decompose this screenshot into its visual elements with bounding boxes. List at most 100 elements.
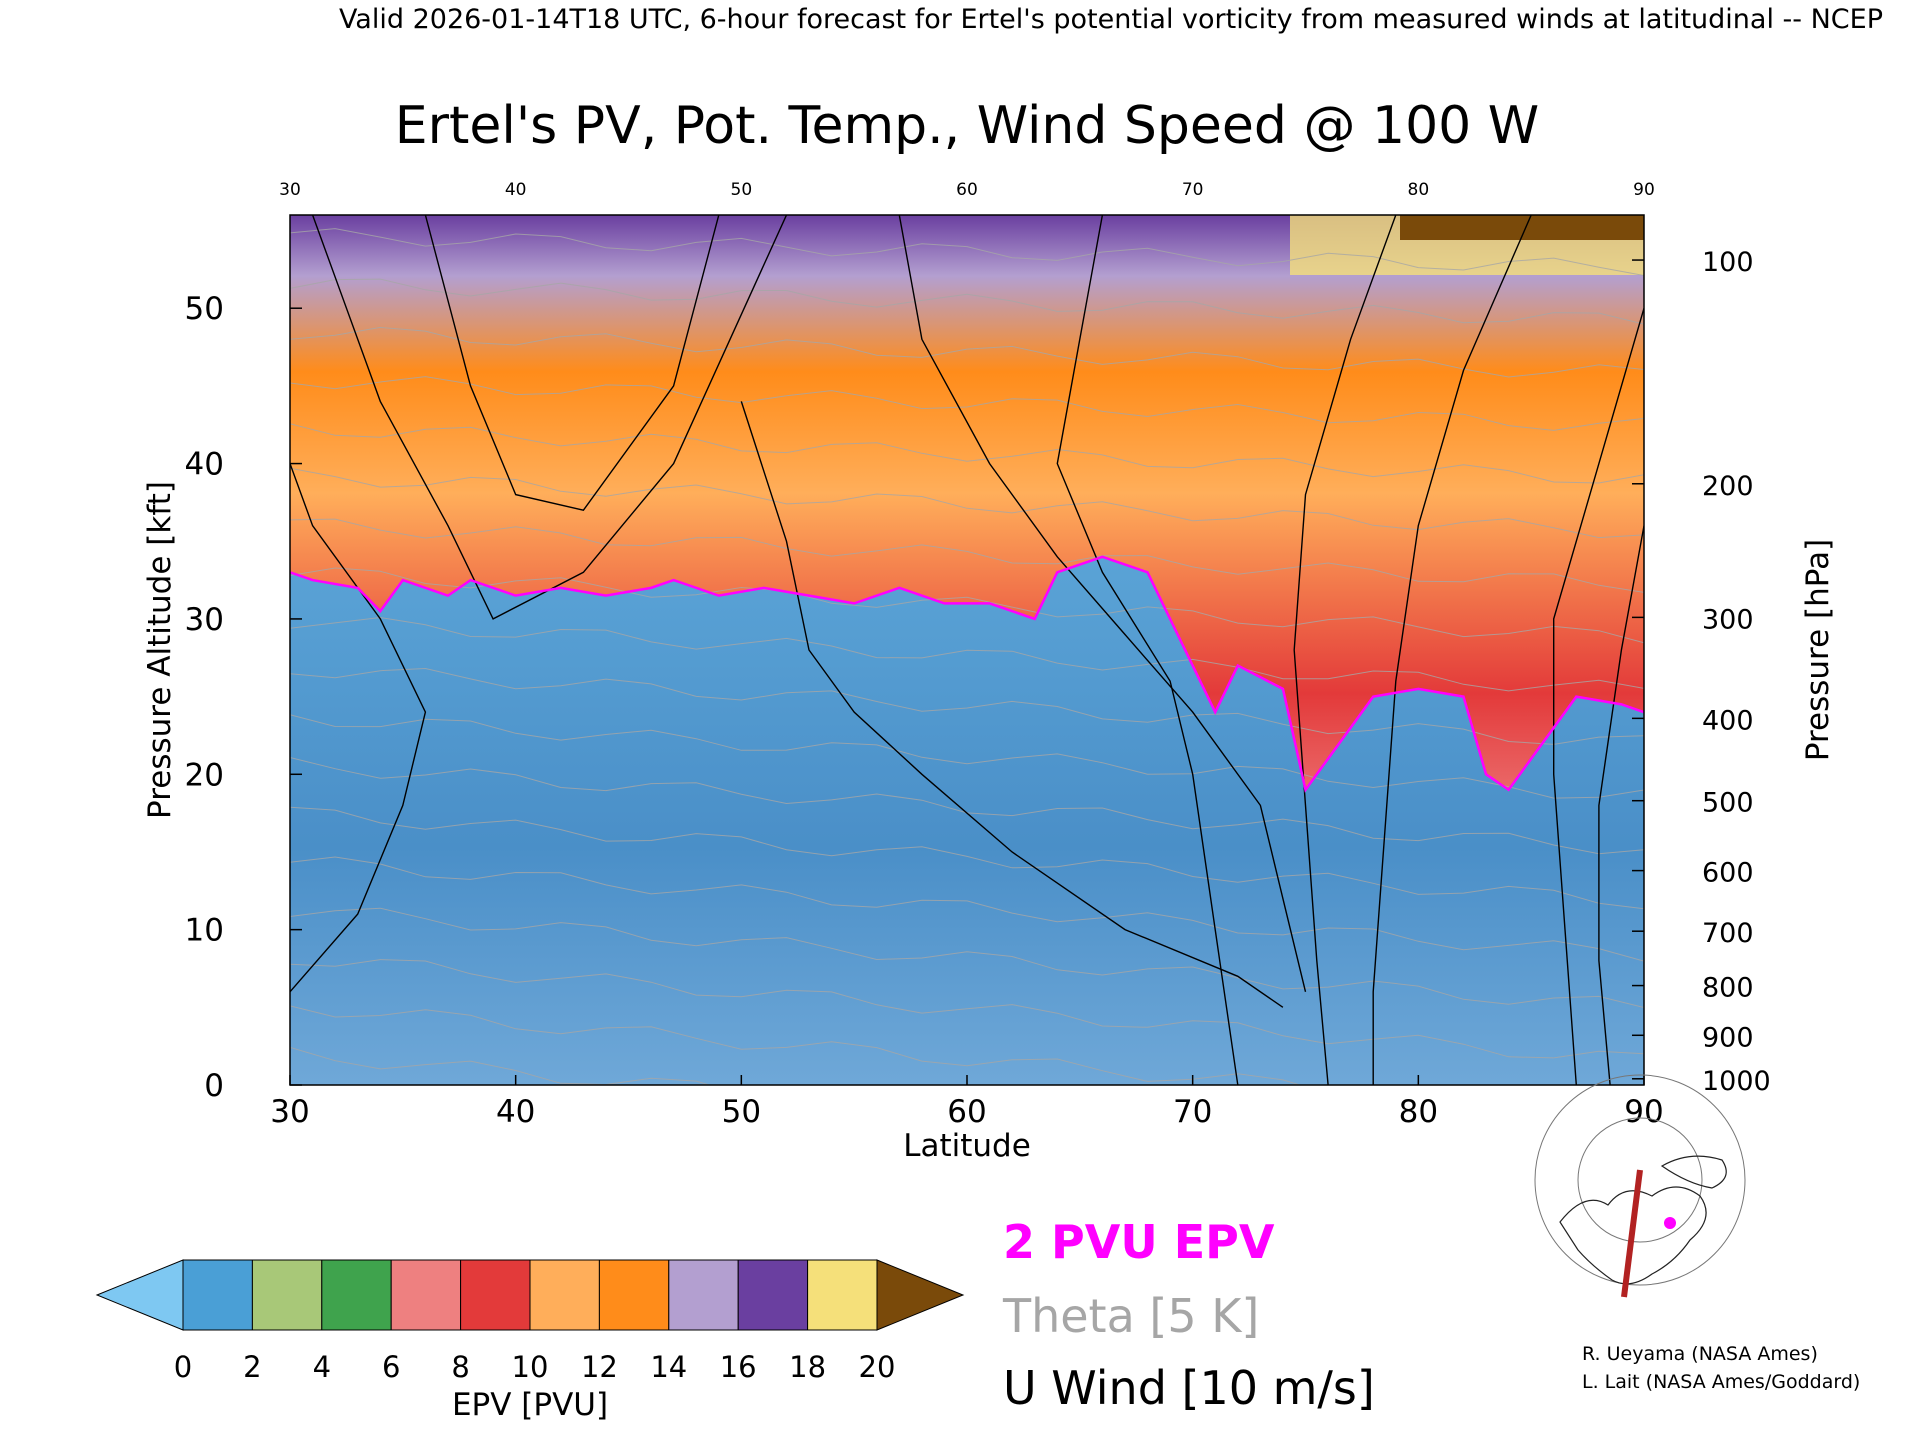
y-axis-right-label: Pressure [hPa] — [1800, 539, 1836, 761]
x-tick-label: 80 — [1399, 1094, 1438, 1130]
theta-contour-line — [290, 518, 1644, 593]
tropopause-2pvu-line — [290, 555, 1644, 793]
pressure-tick-label: 200 — [1702, 471, 1754, 502]
colorbar-tick-label: 14 — [650, 1350, 687, 1384]
u-wind-contour-line — [311, 215, 788, 620]
x-axis-bottom: 30 40 50 60 70 80 90 — [270, 1075, 1664, 1130]
colorbar-segment — [460, 1259, 531, 1331]
u-wind-contour-line — [1553, 308, 1644, 1085]
colorbar-segment — [529, 1259, 600, 1331]
u-wind-contour-line — [1598, 525, 1644, 1085]
colorbar-segment — [182, 1259, 253, 1331]
pressure-tick-label: 600 — [1702, 858, 1754, 889]
x-top-tick-label: 30 — [279, 180, 301, 200]
u-wind-contour-line — [898, 215, 1307, 992]
x-axis-label: Latitude — [903, 1128, 1031, 1164]
theta-contours — [290, 228, 1644, 1085]
x-tick-label: 40 — [496, 1094, 535, 1130]
theta-contour-line — [290, 1046, 712, 1085]
pressure-tick-label: 300 — [1702, 604, 1754, 635]
x-top-tick-label: 60 — [956, 180, 978, 200]
y-tick-label: 30 — [185, 602, 224, 638]
theta-contour-line — [290, 326, 1644, 378]
locator-map-section-line — [1621, 1169, 1643, 1298]
theta-contour-line — [290, 567, 1644, 644]
pressure-tick-label: 400 — [1702, 705, 1754, 736]
y-tick-label: 0 — [204, 1068, 224, 1104]
theta-contour-line — [290, 959, 1644, 1059]
colorbar-label: EPV [PVU] — [452, 1387, 608, 1423]
locator-map-latitude-circle — [1534, 1074, 1746, 1286]
theta-contour-line — [290, 1005, 1302, 1085]
colorbar-under-arrow — [95, 1259, 184, 1331]
theta-contour-line — [290, 806, 1644, 910]
theta-contour-line — [290, 856, 1644, 962]
x-top-tick-label: 40 — [505, 180, 527, 200]
x-tick-label: 50 — [722, 1094, 761, 1130]
colorbar-tick-label: 2 — [243, 1350, 261, 1384]
u-wind-contour-line — [740, 401, 1284, 1008]
x-top-tick-label: 50 — [731, 180, 753, 200]
y-axis-right: 100 200 300 400 500 600 700 800 900 1000 — [1632, 247, 1771, 1097]
u-wind-contour-line — [1293, 215, 1397, 1085]
colorbar-segment — [251, 1259, 323, 1331]
theta-contour-line — [290, 907, 1644, 1008]
colorbar-segments — [182, 1259, 878, 1331]
locator-map-marker — [1664, 1217, 1676, 1229]
colorbar-over-arrow — [876, 1259, 965, 1331]
y-axis-left: 0 10 20 30 40 50 — [185, 291, 302, 1104]
legend-2pvu: 2 PVU EPV — [1003, 1215, 1275, 1269]
y-tick-label: 50 — [185, 291, 224, 327]
x-top-tick-label: 80 — [1408, 180, 1430, 200]
colorbar-segment — [668, 1259, 739, 1331]
u-wind-contours — [290, 215, 1644, 1085]
y-tick-label: 20 — [185, 757, 224, 793]
pressure-tick-label: 700 — [1702, 918, 1754, 949]
u-wind-contour-line — [1056, 215, 1239, 1085]
u-wind-contour-line — [1372, 215, 1532, 1085]
theta-contour-line — [290, 616, 1644, 692]
credit-line-2: L. Lait (NASA Ames/Goddard) — [1582, 1371, 1860, 1393]
colorbar-segment — [807, 1259, 878, 1331]
colorbar-segment — [598, 1259, 670, 1331]
credit-line-1: R. Ueyama (NASA Ames) — [1582, 1343, 1818, 1365]
colorbar-tick-label: 12 — [581, 1350, 618, 1384]
colorbar-tick-label: 6 — [382, 1350, 400, 1384]
u-wind-contour-line — [290, 463, 427, 993]
theta-contour-line — [290, 278, 1644, 325]
colorbar-segment — [321, 1259, 392, 1331]
locator-map-coastline — [1660, 1155, 1727, 1189]
y-tick-label: 10 — [185, 913, 224, 949]
y-tick-label: 40 — [185, 447, 224, 483]
theta-contour-line — [290, 423, 1644, 484]
colorbar-tick-label: 20 — [859, 1350, 896, 1384]
pressure-tick-label: 100 — [1702, 247, 1754, 278]
legend-theta: Theta [5 K] — [1002, 1289, 1259, 1343]
colorbar-tick-label: 16 — [720, 1350, 757, 1384]
theta-contour-line — [290, 667, 1644, 745]
colorbar-segment — [737, 1259, 809, 1331]
pressure-tick-label: 900 — [1702, 1022, 1754, 1053]
pressure-tick-label: 1000 — [1702, 1066, 1771, 1097]
locator-map-coastline — [1559, 1186, 1707, 1285]
x-top-tick-label: 90 — [1633, 180, 1655, 200]
pressure-tick-label: 500 — [1702, 788, 1754, 819]
x-axis-top: 30 40 50 60 70 80 90 — [279, 180, 1655, 200]
colorbar-tick-labels: 0 2 4 6 8 10 12 14 16 18 20 — [174, 1350, 896, 1384]
locator-map-latitude-circle — [1577, 1117, 1703, 1243]
locator-map — [1534, 1074, 1746, 1305]
plot-area: 30 40 50 60 70 80 90 30 40 50 60 70 80 90 0 10 20 30 40 5… — [185, 180, 1771, 1130]
colorbar-tick-label: 4 — [313, 1350, 331, 1384]
y-axis-left-label: Pressure Altitude [kft] — [142, 481, 178, 819]
colorbar-tick-label: 18 — [789, 1350, 826, 1384]
legend: 2 PVU EPV Theta [5 K] U Wind [10 m/s] — [1002, 1215, 1375, 1415]
troposphere-field — [290, 556, 1644, 1085]
theta-contour-line — [290, 714, 1644, 799]
theta-contour-line — [290, 228, 1644, 276]
colorbar-tick-label: 10 — [512, 1350, 549, 1384]
x-tick-label: 70 — [1173, 1094, 1212, 1130]
x-tick-label: 60 — [947, 1094, 986, 1130]
colorbar: 0 2 4 6 8 10 12 14 16 18 20 EPV [PVU] — [95, 1259, 965, 1423]
colorbar-tick-label: 0 — [174, 1350, 192, 1384]
